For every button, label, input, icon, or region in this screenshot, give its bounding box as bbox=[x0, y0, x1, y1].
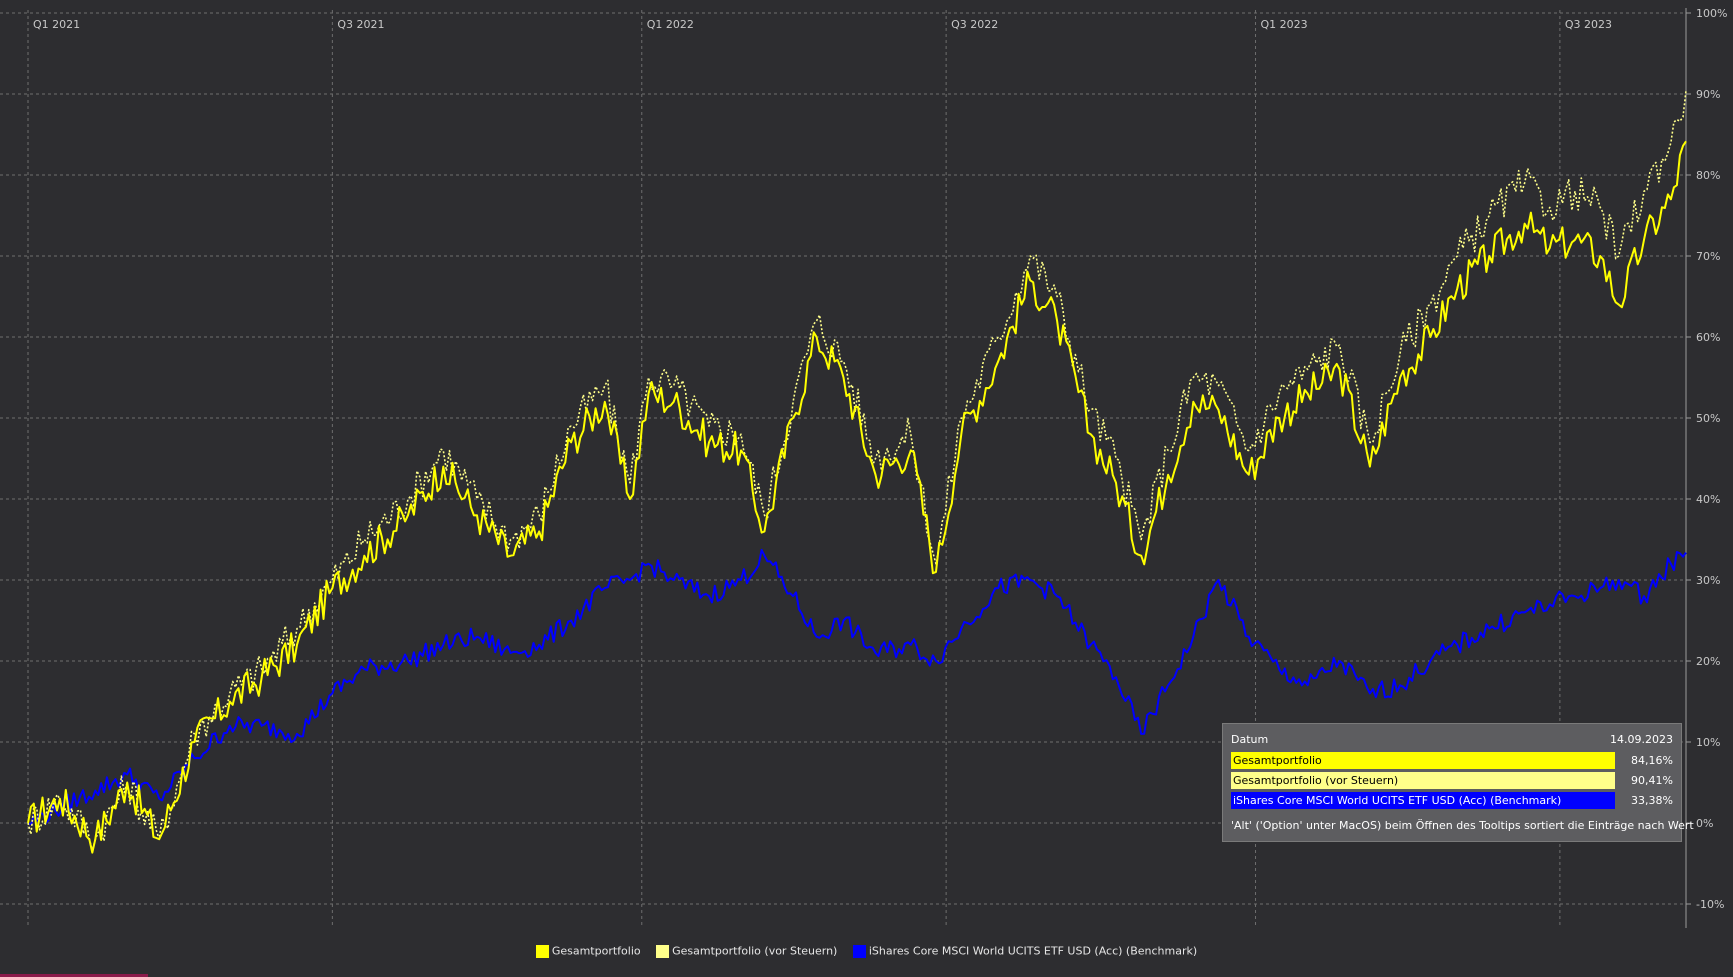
y-tick-label: 100% bbox=[1696, 7, 1727, 20]
x-tick-label: Q1 2022 bbox=[647, 18, 694, 31]
y-tick-label: 30% bbox=[1696, 574, 1720, 587]
tooltip-row: iShares Core MSCI World UCITS ETF USD (A… bbox=[1231, 792, 1673, 809]
chart-legend: Gesamtportfolio Gesamtportfolio (vor Ste… bbox=[0, 944, 1733, 962]
y-tick-label: 40% bbox=[1696, 493, 1720, 506]
y-tick-label: 20% bbox=[1696, 655, 1720, 668]
y-tick-label: 60% bbox=[1696, 331, 1720, 344]
tooltip-row-value: 90,41% bbox=[1631, 774, 1673, 787]
legend-swatch bbox=[656, 944, 670, 958]
tooltip-row-value: 84,16% bbox=[1631, 754, 1673, 767]
y-tick-label: 10% bbox=[1696, 736, 1720, 749]
x-tick-label: Q3 2022 bbox=[951, 18, 998, 31]
legend-item[interactable]: iShares Core MSCI World UCITS ETF USD (A… bbox=[852, 944, 1198, 958]
legend-label: Gesamtportfolio (vor Steuern) bbox=[672, 944, 838, 958]
legend-label: iShares Core MSCI World UCITS ETF USD (A… bbox=[868, 944, 1198, 958]
tooltip-row-label: Gesamtportfolio (vor Steuern) bbox=[1231, 772, 1615, 789]
x-tick-label: Q1 2023 bbox=[1261, 18, 1308, 31]
y-tick-label: 90% bbox=[1696, 88, 1720, 101]
y-tick-label: 80% bbox=[1696, 169, 1720, 182]
tooltip-date: 14.09.2023 bbox=[1610, 733, 1673, 746]
bottom-accent-bar bbox=[0, 974, 148, 977]
x-tick-label: Q1 2021 bbox=[33, 18, 80, 31]
tick-labels: 100% 90% 80% 70% 60% 50% 40% 30% 20% 10% 0% -10% Q1 … bbox=[33, 7, 1727, 911]
tooltip-row-value: 33,38% bbox=[1631, 794, 1673, 807]
y-tick-label: 70% bbox=[1696, 250, 1720, 263]
tooltip-header-label: Datum bbox=[1231, 733, 1269, 746]
y-tick-label: -10% bbox=[1696, 898, 1724, 911]
tooltip-row: Gesamtportfolio 84,16% bbox=[1231, 752, 1673, 769]
legend-swatch bbox=[535, 944, 549, 958]
hover-tooltip: Datum 14.09.2023 Gesamtportfolio 84,16% … bbox=[1222, 723, 1694, 842]
legend-swatch bbox=[852, 944, 866, 958]
tooltip-row-label: iShares Core MSCI World UCITS ETF USD (A… bbox=[1231, 792, 1615, 809]
legend-item[interactable]: Gesamtportfolio (vor Steuern) bbox=[656, 944, 837, 958]
y-tick-label: 50% bbox=[1696, 412, 1720, 425]
series-layer bbox=[27, 90, 1687, 854]
y-tick-label: 0% bbox=[1696, 817, 1713, 830]
tooltip-hint: 'Alt' ('Option' unter MacOS) beim Öffnen… bbox=[1231, 819, 1694, 832]
tooltip-row: Gesamtportfolio (vor Steuern) 90,41% bbox=[1231, 772, 1673, 789]
tooltip-header: Datum 14.09.2023 bbox=[1231, 731, 1673, 748]
series-line-0 bbox=[27, 140, 1687, 854]
x-tick-label: Q3 2021 bbox=[337, 18, 384, 31]
legend-label: Gesamtportfolio bbox=[551, 944, 641, 958]
series-line-2 bbox=[27, 548, 1687, 826]
legend-item[interactable]: Gesamtportfolio bbox=[535, 944, 641, 958]
grid-lines bbox=[0, 8, 1691, 928]
x-tick-label: Q3 2023 bbox=[1565, 18, 1612, 31]
tooltip-row-label: Gesamtportfolio bbox=[1231, 752, 1615, 769]
